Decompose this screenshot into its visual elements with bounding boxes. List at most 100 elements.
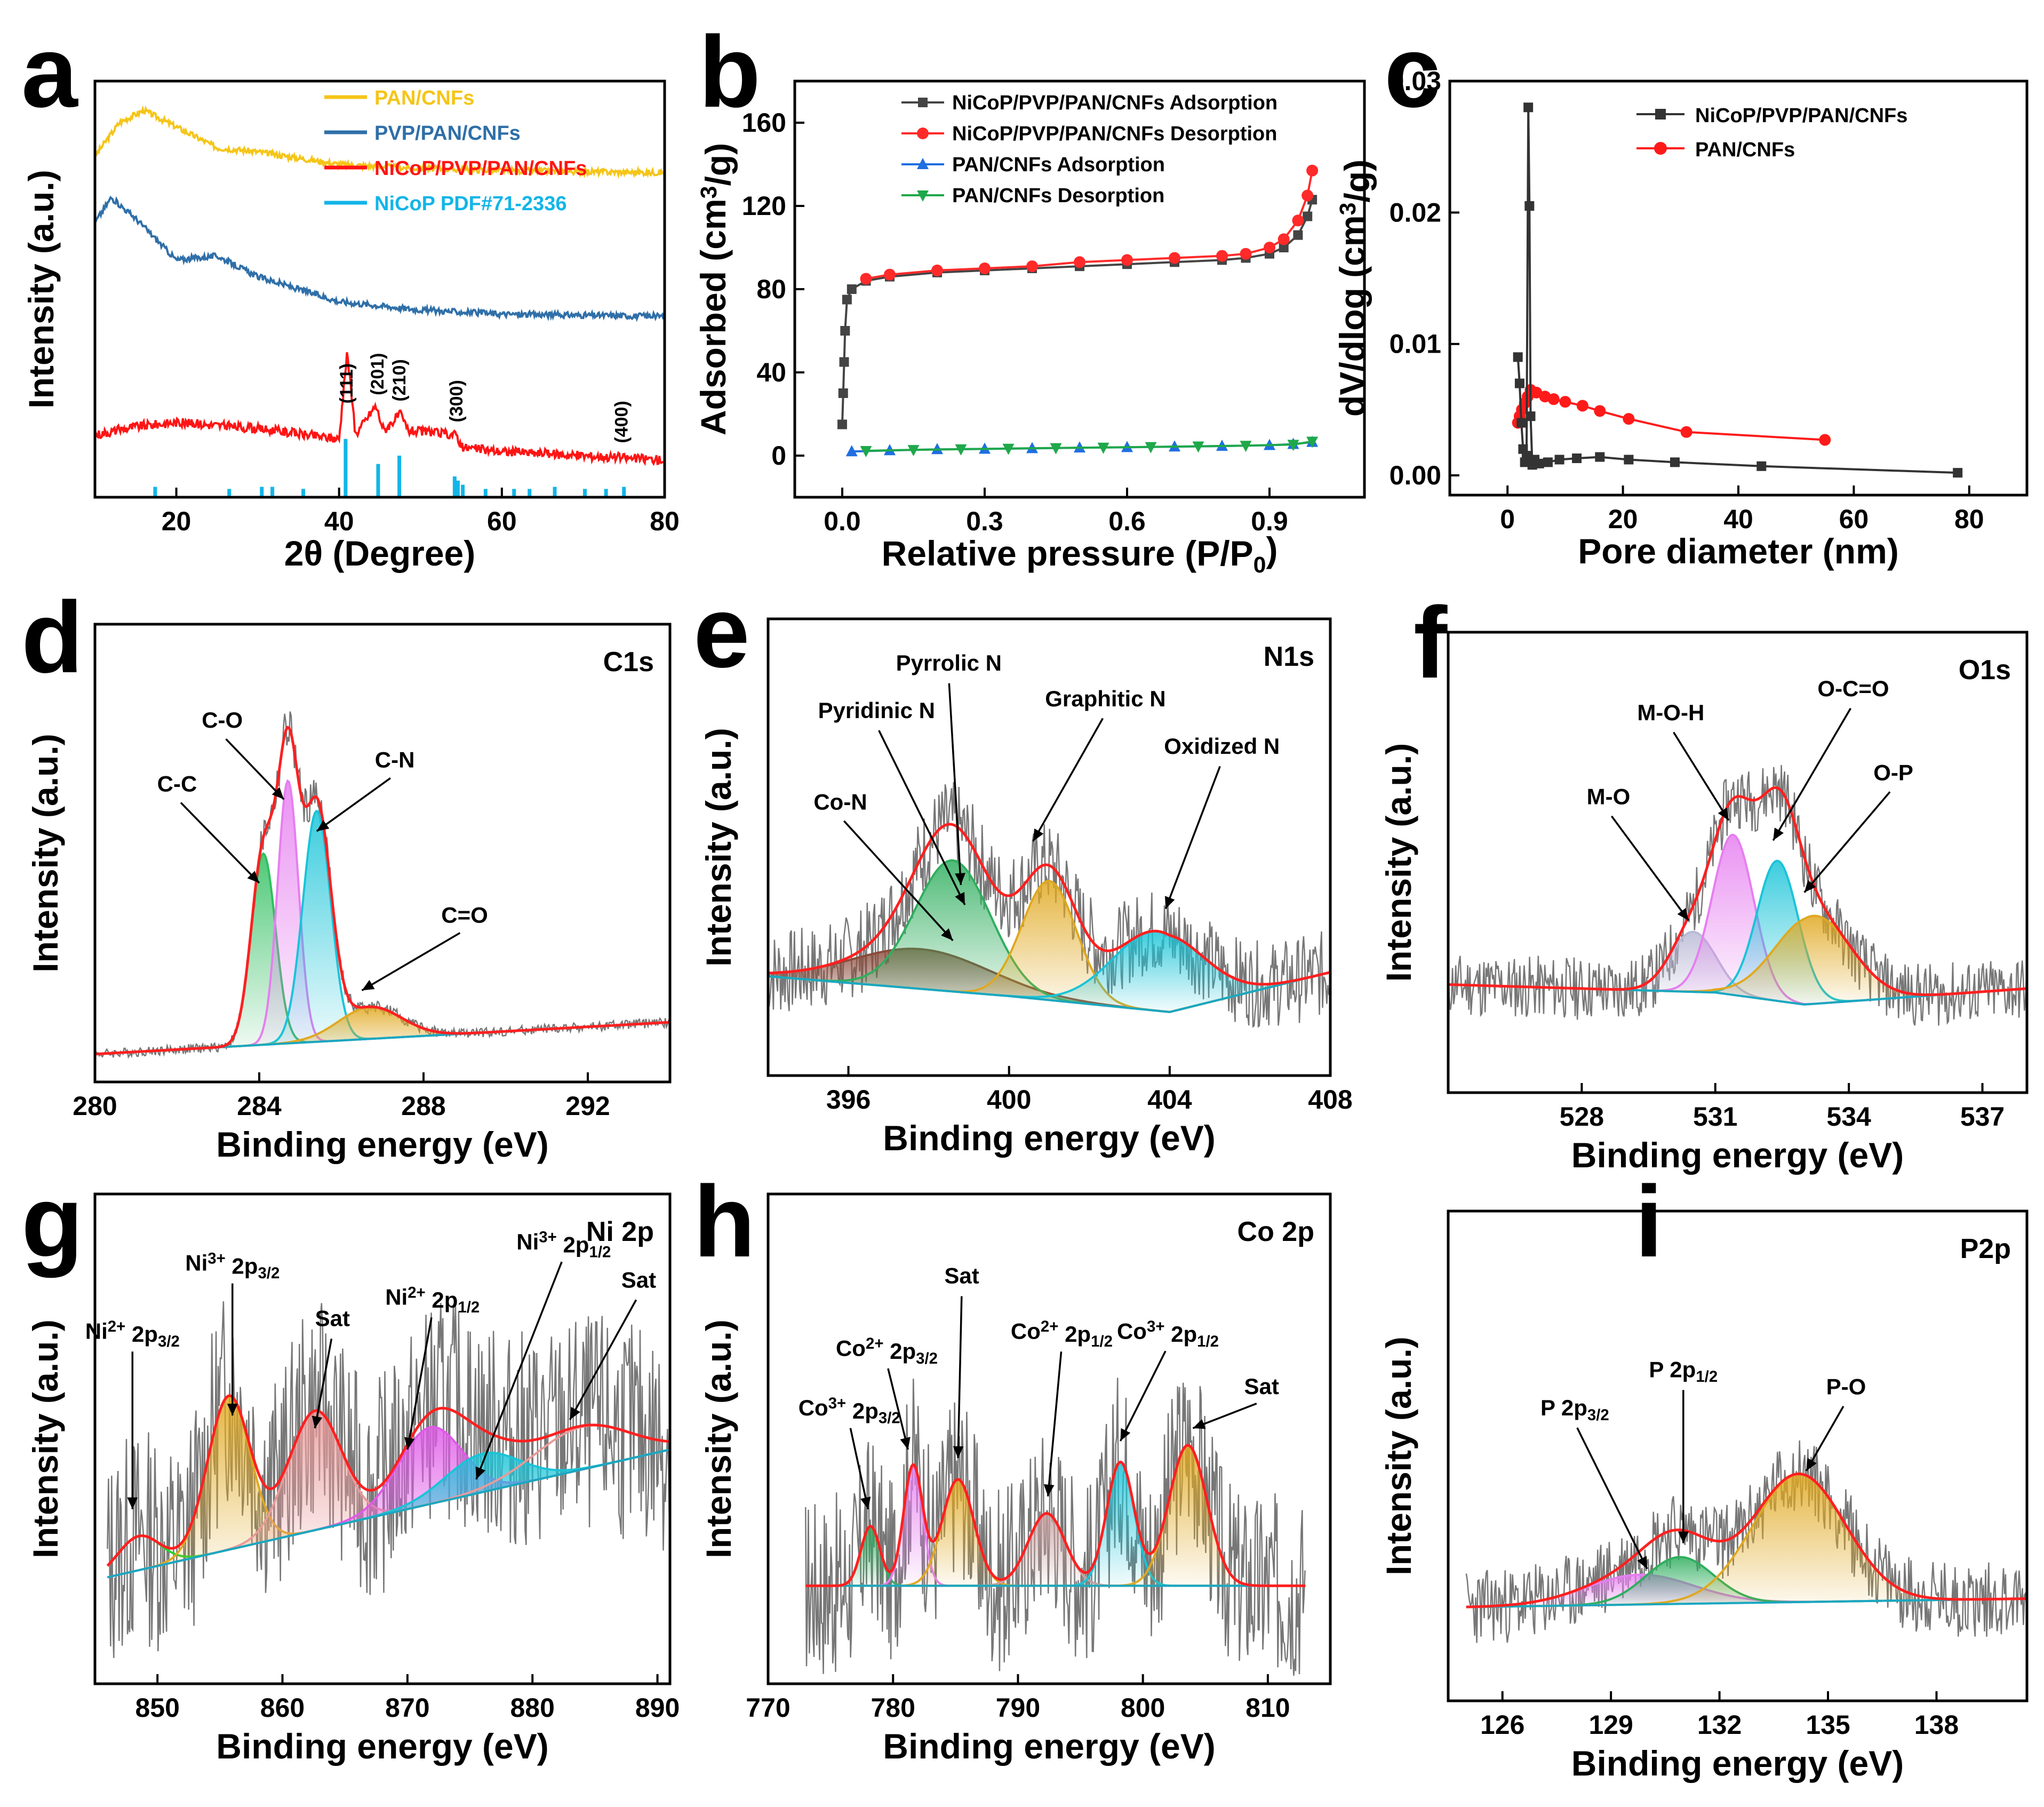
x-tick-label: 135 [1806, 1710, 1850, 1740]
peak-annotation-part: Sat [1244, 1374, 1279, 1399]
data-point [839, 357, 849, 367]
peak-annotation-part: 2p [125, 1322, 158, 1347]
panel-letter-i: i [1635, 1165, 1663, 1278]
x-axis-title-part: Binding energy (eV) [883, 1726, 1215, 1766]
data-point [1526, 411, 1536, 421]
envelope-fit-line [768, 823, 1331, 986]
x-tick-label: 780 [871, 1693, 915, 1723]
plot-frame [766, 1192, 1332, 1685]
x-tick-label: 880 [510, 1693, 554, 1723]
annotation-arrow [225, 738, 285, 800]
peak-annotation-part: C-O [202, 707, 243, 733]
legend-marker [917, 158, 929, 169]
peak-fill [107, 1427, 670, 1578]
y-axis-title-part: Intensity (a.u.) [699, 728, 738, 966]
y-tick-label: 40 [756, 357, 786, 387]
data-point [842, 294, 852, 305]
x-tick-label: 400 [987, 1085, 1031, 1115]
data-point [1287, 440, 1299, 451]
data-point [1623, 413, 1635, 425]
panel-letter-c: c [1384, 15, 1441, 129]
panel-letter-a: a [21, 15, 78, 129]
data-point [931, 264, 943, 276]
arrow-head [475, 1466, 486, 1479]
y-axis-title: Intensity (a.u.) [26, 734, 65, 972]
x-tick-label: 288 [401, 1091, 445, 1121]
annotation-arrow [1805, 1406, 1845, 1471]
annotation-arrow [1119, 1350, 1167, 1442]
legend-label: PAN/CNFs Desorption [952, 185, 1164, 207]
series-line-0 [94, 105, 666, 179]
peak-annotation: Ni3+​ 2p3/2 [185, 1249, 280, 1282]
annotation-arrow [1673, 731, 1730, 821]
core-level-label: Co 2p [1237, 1216, 1314, 1247]
arrow-head [312, 1415, 323, 1429]
x-axis-title: Binding energy (eV) [216, 1726, 548, 1766]
peak-annotation-part: Ni [185, 1251, 207, 1276]
peak-annotation-part: 2+ [408, 1284, 426, 1301]
panel-letter-d: d [21, 581, 83, 694]
baseline-line [107, 1448, 670, 1579]
peak-fill [805, 1513, 1306, 1586]
peak-annotation-part: Co-N [813, 789, 867, 814]
core-level-label: N1s [1264, 641, 1314, 672]
x-tick-label: 132 [1697, 1710, 1742, 1740]
legend-marker [1655, 109, 1666, 120]
annotation-arrow [1803, 791, 1891, 893]
annotation-arrow [957, 1296, 963, 1458]
peak-label: (201) [368, 353, 388, 395]
peak-fill [1466, 1574, 2027, 1607]
x-axis-title-part: Binding energy (eV) [216, 1125, 548, 1164]
data-point [1264, 242, 1275, 253]
data-point [860, 446, 872, 458]
peak-annotation: Sat [621, 1268, 656, 1293]
arrow-head [272, 787, 284, 800]
peak-annotation: Co2+​ 2p1/2 [1011, 1318, 1113, 1350]
core-level-label: Ni 2p [586, 1216, 654, 1247]
legend-label: PVP/PAN/CNFs [374, 122, 521, 145]
x-axis-title: Binding energy (eV) [883, 1118, 1215, 1158]
data-point [979, 262, 991, 274]
data-point [1547, 393, 1560, 405]
arrow-head [362, 980, 375, 991]
y-tick-label: 0 [771, 441, 786, 471]
y-axis-title-part: /g) [698, 143, 738, 186]
x-tick-label: 292 [565, 1091, 610, 1121]
x-tick-label: 80 [650, 506, 680, 536]
series-line-1 [94, 195, 666, 322]
envelope-fit-line [106, 1394, 670, 1567]
peak-annotation: Ni3+​ 2p1/2 [516, 1229, 611, 1261]
x-axis-title-part: ) [1266, 530, 1278, 569]
peak-fill [805, 1466, 1306, 1586]
x-tick-label: 284 [237, 1091, 282, 1121]
annotation-arrow [1047, 1351, 1063, 1496]
peak-annotation-part: 3/2 [879, 1410, 900, 1427]
legend-label: PAN/CNFs [374, 87, 474, 109]
y-axis-title: Intensity (a.u.) [21, 170, 61, 408]
peak-annotation-part: 2+ [866, 1335, 884, 1352]
peak-annotation-part: M-O [1587, 784, 1631, 809]
arrow-head [570, 1407, 580, 1420]
peak-label: (111) [337, 363, 357, 404]
data-point [1624, 455, 1634, 465]
peak-annotation-part: O-P [1873, 760, 1913, 785]
data-point [1680, 426, 1692, 438]
x-tick-label: 800 [1121, 1693, 1165, 1723]
peak-annotation-part: Ni [385, 1285, 408, 1310]
peak-annotation-part: 2+ [108, 1318, 126, 1335]
data-point [1523, 102, 1534, 113]
y-tick-label: 80 [756, 274, 786, 304]
arrow-head [941, 928, 953, 941]
peak-annotation-part: 3+ [828, 1395, 847, 1412]
x-tick-label: 790 [996, 1693, 1040, 1723]
peak-annotation: C-N [375, 747, 415, 773]
y-axis-title-part: Intensity (a.u.) [26, 734, 65, 972]
arrow-head [860, 1496, 871, 1509]
arrow-head [1718, 807, 1729, 821]
peak-annotation: Ni2+​ 2p1/2 [385, 1284, 480, 1316]
y-axis-title-part: Intensity (a.u.) [1379, 1336, 1418, 1575]
y-axis-title-part: 3 [696, 186, 722, 199]
data-point [955, 444, 967, 456]
x-axis-title: Binding energy (eV) [883, 1726, 1215, 1766]
annotation-arrow [475, 1261, 563, 1480]
